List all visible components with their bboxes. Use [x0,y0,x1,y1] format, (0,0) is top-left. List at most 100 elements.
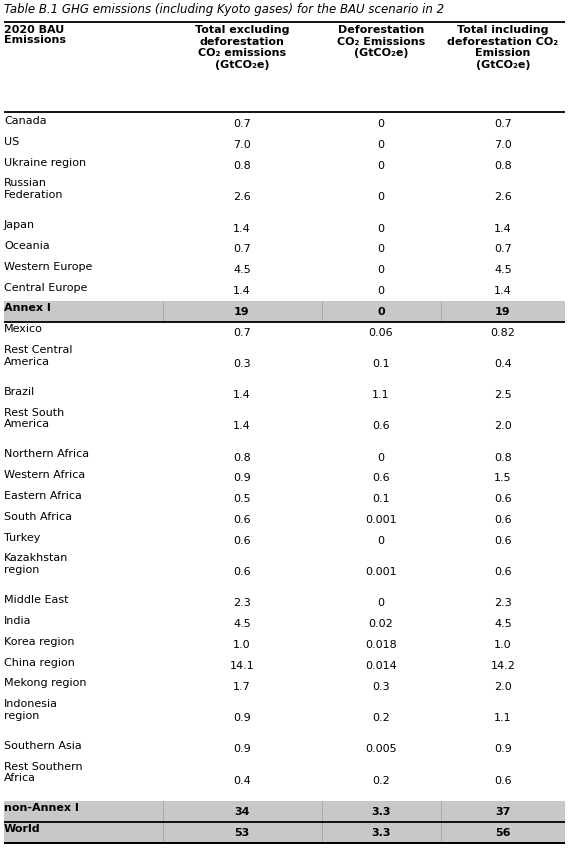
Text: 0.4: 0.4 [233,775,251,785]
Text: 0.6: 0.6 [372,473,390,483]
Text: 0.7: 0.7 [233,328,251,338]
Text: 1.4: 1.4 [494,286,512,296]
Text: Emissions: Emissions [4,35,66,45]
Text: 0.1: 0.1 [372,359,390,369]
Text: 0: 0 [377,192,385,203]
Text: 1.4: 1.4 [233,391,251,400]
Text: 1.1: 1.1 [372,391,390,400]
Text: 0: 0 [377,286,385,296]
Text: 0.001: 0.001 [365,515,397,525]
Text: 0.6: 0.6 [494,515,512,525]
Text: 14.1: 14.1 [230,661,254,671]
Text: 2.5: 2.5 [494,391,512,400]
Text: Central Europe: Central Europe [4,283,88,293]
Text: 0: 0 [377,140,385,151]
Text: South Africa: South Africa [4,511,72,522]
Text: 19: 19 [495,307,511,317]
Text: Korea region: Korea region [4,637,75,647]
Text: 0: 0 [377,244,385,254]
Text: 3.3: 3.3 [371,827,391,837]
Text: 14.2: 14.2 [490,661,516,671]
Text: 0.014: 0.014 [365,661,397,671]
Text: Brazil: Brazil [4,386,35,397]
Text: 56: 56 [495,827,511,837]
Text: 7.0: 7.0 [233,140,251,151]
Text: Mekong region: Mekong region [4,678,86,688]
Text: 0.8: 0.8 [494,161,512,171]
Text: Kazakhstan
region: Kazakhstan region [4,553,68,575]
Text: 34: 34 [234,807,250,817]
Text: 0.9: 0.9 [233,745,251,754]
Text: Indonesia
region: Indonesia region [4,700,58,721]
Text: 1.4: 1.4 [233,421,251,431]
Text: Northern Africa: Northern Africa [4,449,89,460]
Text: 1.4: 1.4 [233,286,251,296]
Text: 2020 BAU: 2020 BAU [4,25,64,35]
Text: 0.001: 0.001 [365,568,397,577]
Text: Table B.1 GHG emissions (including Kyoto gases) for the BAU scenario in 2: Table B.1 GHG emissions (including Kyoto… [4,3,444,16]
Text: 1.0: 1.0 [494,640,512,650]
Text: Ukraine region: Ukraine region [4,157,86,168]
Text: 1.7: 1.7 [233,682,251,692]
Text: Annex I: Annex I [4,304,51,313]
Text: 0.5: 0.5 [233,494,251,505]
Text: 1.5: 1.5 [494,473,512,483]
Text: 1.4: 1.4 [494,224,512,233]
Text: 2.0: 2.0 [494,421,512,431]
Text: 0.2: 0.2 [372,775,390,785]
Bar [4,301,565,323]
Text: 0.9: 0.9 [233,473,251,483]
Text: 0.8: 0.8 [233,161,251,171]
Text: 0.7: 0.7 [494,119,512,129]
Text: 0: 0 [377,224,385,233]
Text: 0.2: 0.2 [372,713,390,723]
Text: 0: 0 [377,453,385,463]
Text: Deforestation
CO₂ Emissions
(GtCO₂e): Deforestation CO₂ Emissions (GtCO₂e) [337,25,425,58]
Text: 7.0: 7.0 [494,140,512,151]
Text: Total including
deforestation CO₂
Emission
(GtCO₂e): Total including deforestation CO₂ Emissi… [447,25,559,70]
Text: 37: 37 [495,807,511,817]
Text: 0.3: 0.3 [233,359,251,369]
Text: 0: 0 [377,161,385,171]
Text: Middle East: Middle East [4,595,68,605]
Text: World: World [4,824,40,834]
Text: 0.82: 0.82 [490,328,516,338]
Text: 2.6: 2.6 [233,192,251,203]
Text: Western Europe: Western Europe [4,262,92,271]
Text: 2.3: 2.3 [494,598,512,608]
Text: 0.6: 0.6 [494,775,512,785]
Text: 0.005: 0.005 [365,745,397,754]
Text: 0: 0 [377,266,385,275]
Text: 0.7: 0.7 [233,119,251,129]
Text: Southern Asia: Southern Asia [4,741,82,751]
Text: 2.0: 2.0 [494,682,512,692]
Text: Oceania: Oceania [4,241,50,251]
Text: 0.8: 0.8 [233,453,251,463]
Text: 0.018: 0.018 [365,640,397,650]
Text: 1.0: 1.0 [233,640,251,650]
Text: 0.02: 0.02 [369,620,393,629]
Text: 0.7: 0.7 [233,244,251,254]
Text: 0.9: 0.9 [494,745,512,754]
Bar [4,822,565,843]
Text: Mexico: Mexico [4,324,43,334]
Text: 0.7: 0.7 [494,244,512,254]
Text: 0.8: 0.8 [494,453,512,463]
Text: 4.5: 4.5 [233,266,251,275]
Text: 0.3: 0.3 [372,682,390,692]
Text: 53: 53 [234,827,250,837]
Text: 4.5: 4.5 [233,620,251,629]
Text: Rest Central
America: Rest Central America [4,346,72,367]
Text: Total excluding
deforestation
CO₂ emissions
(GtCO₂e): Total excluding deforestation CO₂ emissi… [195,25,289,70]
Text: 3.3: 3.3 [371,807,391,817]
Text: 0.6: 0.6 [372,421,390,431]
Text: Japan: Japan [4,220,35,230]
Text: 19: 19 [234,307,250,317]
Text: Canada: Canada [4,116,47,126]
Text: 2.6: 2.6 [494,192,512,203]
Text: 0.6: 0.6 [494,568,512,577]
Text: 2.3: 2.3 [233,598,251,608]
Text: 0.6: 0.6 [233,568,251,577]
Text: Russian
Federation: Russian Federation [4,179,64,200]
Text: 0.06: 0.06 [369,328,393,338]
